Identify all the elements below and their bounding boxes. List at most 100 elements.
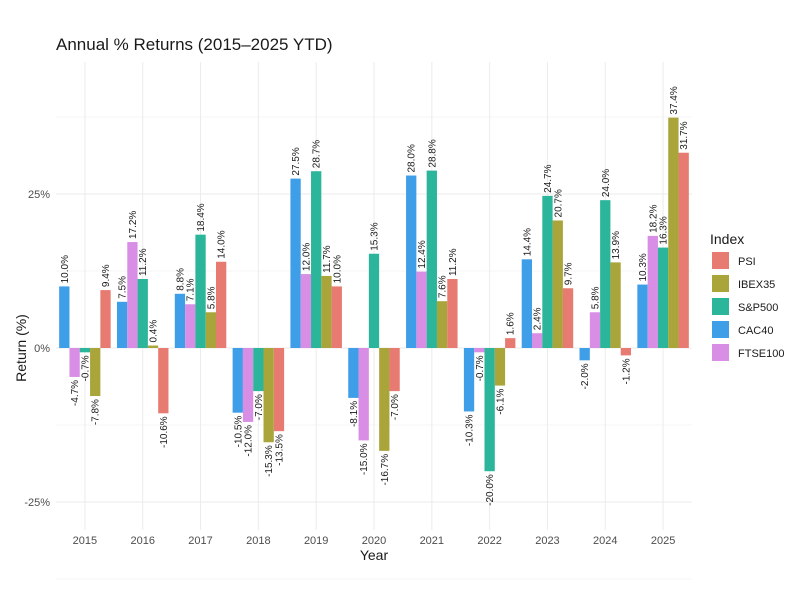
- legend-key-ibex35: [712, 275, 729, 292]
- data-label-psi-2019: 10.0%: [332, 255, 343, 283]
- x-tick-label: 2018: [246, 535, 270, 547]
- data-label-ftse100-2021: 12.4%: [417, 240, 428, 268]
- data-label-psi-2022: 1.6%: [506, 312, 517, 335]
- bar-sp500-2018: [253, 348, 264, 392]
- data-label-cac40-2025: 10.3%: [638, 253, 649, 281]
- bar-cac40-2020: [348, 348, 359, 398]
- data-label-sp500-2016: 11.2%: [138, 248, 149, 276]
- bar-ftse100-2020: [358, 348, 369, 441]
- data-label-sp500-2021: 28.8%: [427, 139, 438, 167]
- bar-ftse100-2024: [589, 312, 601, 348]
- bar-ibex35-2017: [205, 312, 216, 348]
- bar-psi-2022: [505, 338, 516, 348]
- bar-sp500-2023: [542, 195, 553, 348]
- bar-cac40-2019: [290, 178, 301, 348]
- x-tick-label: 2023: [535, 535, 559, 547]
- data-label-cac40-2022: -10.3%: [465, 414, 476, 446]
- data-label-ftse100-2015: -4.7%: [70, 380, 81, 406]
- bar-ibex35-2018: [263, 348, 274, 443]
- x-tick-label: 2022: [477, 535, 501, 547]
- data-label-ibex35-2016: 0.4%: [149, 320, 160, 343]
- bar-cac40-2023: [521, 259, 533, 348]
- bar-ibex35-2022: [494, 348, 506, 386]
- data-label-cac40-2020: -8.1%: [349, 401, 360, 427]
- legend-label-cac40: CAC40: [738, 325, 773, 337]
- data-label-cac40-2021: 28.0%: [407, 144, 418, 172]
- data-label-ftse100-2020: -15.0%: [359, 443, 370, 475]
- bar-ftse100-2017: [185, 304, 196, 348]
- y-tick-label: 0%: [34, 343, 50, 355]
- data-label-cac40-2017: 8.8%: [175, 268, 186, 291]
- bar-ibex35-2016: [147, 345, 159, 348]
- data-label-ftse100-2019: 12.0%: [301, 243, 312, 271]
- data-label-cac40-2024: -2.0%: [580, 363, 591, 389]
- data-label-sp500-2022: -20.0%: [485, 474, 496, 506]
- x-tick-label: 2017: [188, 535, 212, 547]
- bar-sp500-2021: [426, 170, 437, 348]
- x-axis-ticks: 2015 2016 2017 2018 2019 2020 2021 2022 2023 2024…: [73, 535, 676, 547]
- data-label-ftse100-2023: 2.4%: [533, 307, 544, 330]
- bar-psi-2019: [331, 286, 342, 348]
- x-tick-label: 2016: [130, 535, 154, 547]
- data-label-sp500-2023: 24.7%: [543, 164, 554, 192]
- bar-cac40-2021: [406, 175, 417, 348]
- bar-cac40-2022: [463, 348, 475, 412]
- data-label-sp500-2020: 15.3%: [370, 222, 381, 250]
- data-label-psi-2015: 9.4%: [101, 264, 112, 287]
- y-tick-label: -25%: [24, 497, 50, 509]
- legend-key-ftse100: [712, 344, 729, 361]
- data-label-ibex35-2015: -7.8%: [91, 399, 102, 425]
- data-label-ibex35-2021: 7.6%: [438, 275, 449, 298]
- data-label-psi-2023: 9.7%: [564, 262, 575, 285]
- bar-psi-2020: [389, 348, 400, 392]
- bar-ibex35-2024: [610, 262, 621, 348]
- bar-ftse100-2021: [416, 271, 427, 348]
- data-label-psi-2016: -10.6%: [159, 416, 170, 448]
- bar-cac40-2017: [174, 293, 186, 348]
- bar-ftse100-2015: [69, 348, 80, 377]
- legend-label-sp500: S&P500: [738, 302, 778, 314]
- x-tick-label: 2024: [593, 535, 617, 547]
- bar-cac40-2016: [116, 301, 128, 348]
- bar-ftse100-2018: [242, 348, 254, 422]
- x-tick-label: 2020: [362, 535, 386, 547]
- data-label-psi-2018: -13.5%: [274, 434, 285, 466]
- data-label-ibex35-2024: 13.9%: [611, 231, 622, 259]
- data-label-ibex35-2019: 11.7%: [322, 245, 333, 273]
- bar-ftse100-2019: [300, 274, 312, 348]
- data-label-sp500-2025: 16.3%: [659, 216, 670, 244]
- legend-key-cac40: [712, 321, 729, 338]
- legend: Index PSI IBEX35 S&P500 CAC40 FTSE100: [710, 231, 784, 361]
- bar-cac40-2024: [579, 348, 590, 361]
- data-label-cac40-2015: 10.0%: [60, 255, 71, 283]
- bar-sp500-2019: [311, 171, 322, 348]
- x-tick-label: 2019: [304, 535, 328, 547]
- y-axis-title: Return (%): [13, 314, 29, 382]
- chart-title: Annual % Returns (2015–2025 YTD): [56, 35, 333, 54]
- bar-ftse100-2023: [532, 333, 543, 348]
- bar-psi-2021: [447, 279, 458, 348]
- data-label-ibex35-2018: -15.3%: [264, 445, 275, 477]
- data-label-ftse100-2018: -12.0%: [244, 425, 255, 457]
- data-label-ibex35-2023: 20.7%: [553, 189, 564, 217]
- data-label-cac40-2016: 7.5%: [118, 276, 129, 299]
- data-labels: 10.0%-4.7%-0.7%-7.8%9.4%7.5%17.2%11.2%0.…: [60, 86, 690, 506]
- data-label-ftse100-2024: 5.8%: [590, 286, 601, 309]
- bar-ibex35-2025: [668, 117, 679, 348]
- data-label-sp500-2017: 18.4%: [196, 203, 207, 231]
- bar-psi-2017: [215, 261, 227, 348]
- legend-title: Index: [710, 231, 744, 247]
- legend-label-psi: PSI: [738, 256, 756, 268]
- data-label-ftse100-2025: 18.2%: [648, 204, 659, 232]
- data-label-psi-2025: 31.7%: [679, 121, 690, 149]
- y-axis-ticks: -25% 0% 25%: [24, 189, 50, 509]
- legend-label-ibex35: IBEX35: [738, 279, 775, 291]
- bar-psi-2018: [273, 348, 285, 432]
- bar-ftse100-2025: [647, 235, 658, 348]
- bar-psi-2016: [158, 348, 169, 414]
- data-label-cac40-2019: 27.5%: [291, 147, 302, 175]
- x-tick-label: 2015: [73, 535, 97, 547]
- x-axis-title: Year: [360, 547, 389, 563]
- data-label-cac40-2023: 14.4%: [522, 228, 533, 256]
